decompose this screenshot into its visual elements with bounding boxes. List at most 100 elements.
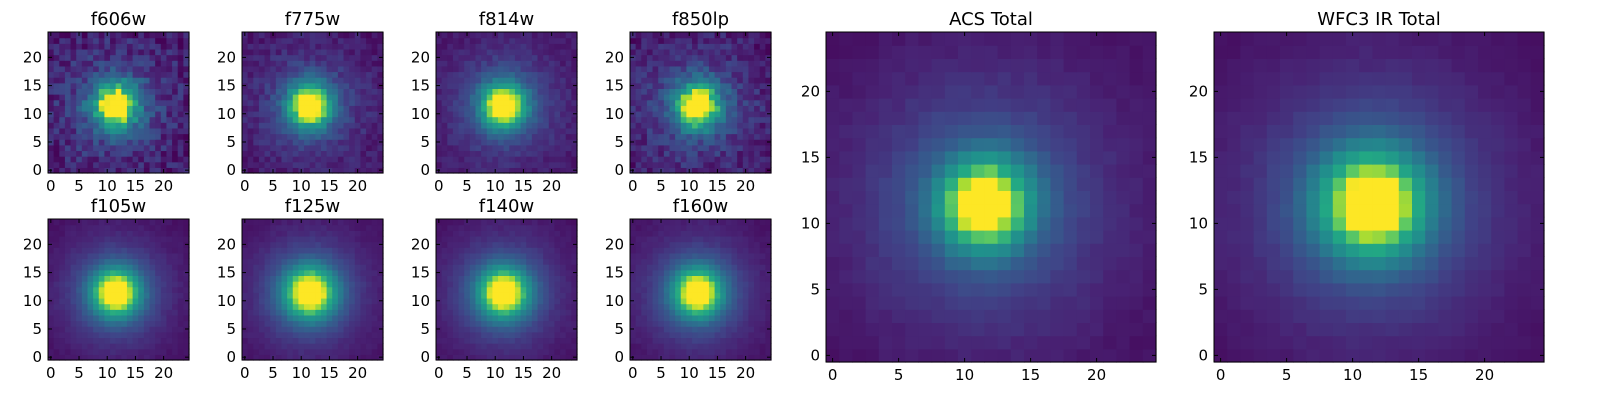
heatmap-cell [481,37,488,44]
heatmap-cell [565,281,572,288]
heatmap-cell [48,309,55,316]
heatmap-cell [458,116,465,123]
heatmap-cell [298,150,305,157]
heatmap-cell [183,32,190,39]
heatmap-cell [48,48,55,56]
heatmap-cell [76,281,83,288]
heatmap-cell [754,337,761,344]
heatmap-cell [172,219,179,226]
heatmap-cell [641,309,648,316]
heatmap-cell [183,161,190,168]
heatmap-cell [531,99,539,106]
heatmap-cell [309,161,316,168]
heatmap-cell [354,297,362,305]
heatmap-cell [166,331,173,339]
heatmap-cell [560,105,567,112]
heatmap-cell [166,264,173,271]
heatmap-cell [270,139,277,146]
heatmap-cell [172,241,179,248]
heatmap-cell [132,122,139,129]
heatmap-cell [76,264,83,271]
heatmap-cell [765,309,772,316]
heatmap-cell [658,127,665,135]
heatmap-cell [708,144,716,152]
heatmap-cell [520,224,527,231]
heatmap-cell [748,122,755,129]
heatmap-cell [731,343,738,350]
heatmap-cell [292,82,299,89]
heatmap-cell [149,297,156,305]
heatmap-cell [349,354,356,361]
heatmap-cell [320,133,328,140]
heatmap-cell [526,43,533,50]
heatmap-cell [514,337,522,344]
heatmap-cell [337,252,345,260]
heatmap-cell [126,247,134,254]
heatmap-cell [436,127,443,135]
heatmap-cell [320,258,328,265]
heatmap-cell [377,161,384,168]
heatmap-cell [646,99,654,106]
heatmap-cell [748,88,755,95]
heatmap-cell [725,110,733,118]
heatmap-cell [160,71,168,78]
heatmap-cell [166,150,173,157]
heatmap-cell [183,348,190,355]
heatmap-cell [742,144,750,152]
heatmap-cell [658,292,665,299]
heatmap-cell [675,116,682,123]
heatmap-cell [270,65,277,73]
heatmap-cell [366,275,373,282]
heatmap-cell [492,224,499,231]
heatmap-cell [320,320,328,327]
heatmap-cell [76,82,83,89]
heatmap-cell [565,354,572,361]
heatmap-cell [76,258,83,265]
heatmap-cell [737,71,744,78]
heatmap-cell [315,139,322,146]
heatmap-cell [264,309,271,316]
heatmap-cell [177,303,184,310]
heatmap-cell [377,337,384,344]
heatmap-cell [298,105,305,112]
heatmap-cell [143,230,151,237]
y-tick-label: 0 [226,348,236,366]
heatmap-cell [458,94,465,101]
heatmap-cell [475,241,482,248]
heatmap-cell [126,219,134,226]
heatmap-cell [697,54,704,61]
heatmap-cell [697,71,704,78]
heatmap-cell [76,275,83,282]
heatmap-cell [115,88,122,95]
heatmap-cell [725,139,733,146]
heatmap-cell [366,37,373,44]
heatmap-cell [264,303,271,310]
heatmap-cell [548,116,556,123]
heatmap-cell [343,32,350,39]
heatmap-cell [458,309,465,316]
heatmap-cell [697,337,704,344]
heatmap-cell [652,320,659,327]
heatmap-cell [166,48,173,56]
heatmap-cell [110,43,117,50]
heatmap-cell [292,65,299,73]
heatmap-cell [692,48,699,56]
heatmap-cell [630,99,637,106]
heatmap-cell [264,122,271,129]
heatmap-cell [59,258,66,265]
y-tick-label: 5 [420,320,430,338]
heatmap-cell [160,105,168,112]
heatmap-cell [458,326,465,333]
heatmap-cell [543,105,550,112]
heatmap-cell [281,348,288,355]
heatmap-cell [509,110,516,118]
x-tick-label: 15 [320,364,339,382]
heatmap-cell [64,303,72,310]
heatmap-cell [754,326,761,333]
heatmap-cell [132,88,139,95]
heatmap-cell [742,286,750,293]
heatmap-cell [366,133,373,140]
heatmap-cell [436,303,443,310]
heatmap-cell [270,241,277,248]
heatmap-cell [183,88,190,95]
